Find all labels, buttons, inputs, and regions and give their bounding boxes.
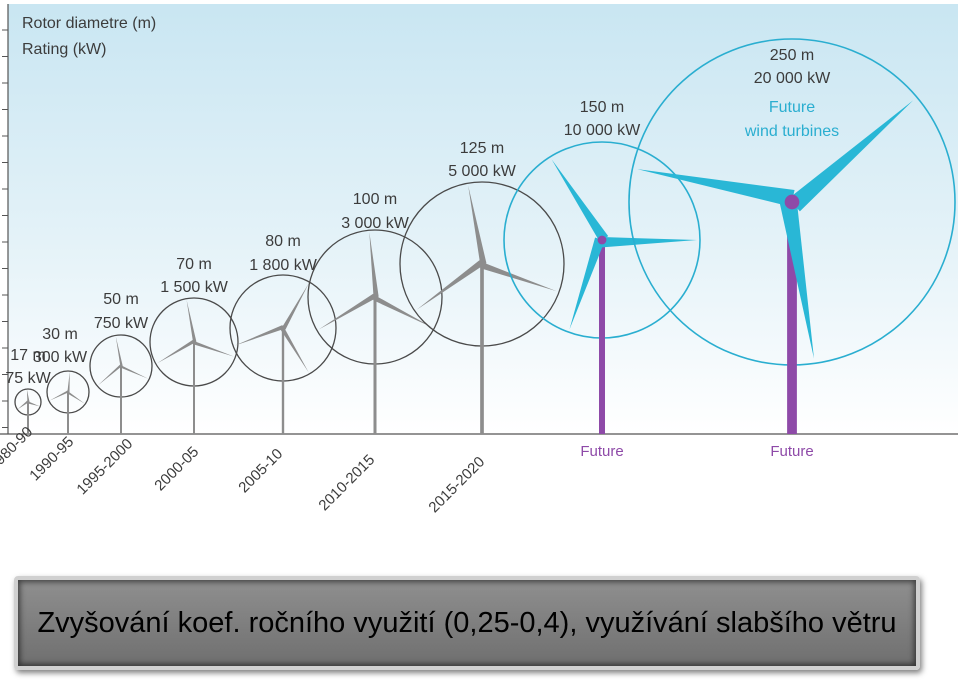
blade [373, 295, 433, 328]
blade [67, 371, 70, 393]
diameter-label: 80 m [265, 233, 301, 250]
blade [120, 365, 149, 379]
rating-label: 3 000 kW [341, 215, 409, 232]
era-label: 2010-2015 [315, 451, 378, 514]
caption-box: Zvyšování koef. ročního využití (0,25-0,… [14, 576, 920, 670]
header-line-2: Rating (kW) [22, 41, 106, 58]
era-label: Future [580, 443, 623, 460]
rating-label: 1 800 kW [249, 257, 317, 274]
hub [191, 339, 197, 345]
diameter-label: 17 m [10, 347, 46, 364]
rating-label: 20 000 kW [754, 70, 831, 87]
tower [67, 392, 69, 434]
diameter-label: 30 m [42, 326, 78, 343]
era-label: 1995-2000 [73, 435, 136, 498]
turbine-9: 250 m 20 000 kW Future [628, 38, 956, 460]
rating-label: 300 kW [33, 349, 88, 366]
blade [551, 159, 609, 242]
diameter-label: 50 m [103, 291, 139, 308]
blade [27, 401, 40, 407]
blade [416, 260, 484, 310]
hub [66, 390, 70, 394]
future-note-line-1: Future [769, 99, 815, 116]
blade [186, 299, 197, 343]
hub [784, 194, 800, 210]
blade [602, 237, 698, 248]
blade [17, 400, 29, 410]
blade [280, 327, 309, 373]
tower [373, 297, 377, 434]
diameter-label: 150 m [580, 99, 624, 116]
diameter-label: 125 m [460, 140, 504, 157]
vertical-axis-ticks [2, 29, 8, 428]
turbine-growth-diagram: Rotor diametre (m) Rating (kW) 17 m 75 kW… [0, 4, 958, 516]
diameter-label: 70 m [176, 256, 212, 273]
blade [26, 389, 30, 403]
rating-label: 5 000 kW [448, 163, 516, 180]
hub [119, 364, 123, 368]
era-label: 2005-10 [235, 445, 286, 496]
hub [597, 235, 607, 245]
rating-label: 10 000 kW [564, 122, 641, 139]
blade [157, 339, 195, 364]
blade [369, 232, 379, 298]
hub [26, 400, 30, 404]
diameter-label: 100 m [353, 191, 397, 208]
blade [234, 325, 284, 346]
blade [97, 364, 122, 386]
tower [120, 366, 122, 434]
blade [193, 341, 235, 357]
era-label: Future [770, 443, 813, 460]
future-note-line-2: wind turbines [744, 123, 839, 140]
rating-label: 750 kW [94, 315, 149, 332]
tower [787, 202, 797, 434]
tower [193, 342, 195, 434]
hub [477, 259, 487, 269]
blade [637, 169, 795, 207]
tower [480, 264, 484, 434]
blade [788, 100, 914, 212]
blade [115, 336, 123, 367]
hub [371, 293, 379, 301]
tower [27, 402, 29, 434]
diameter-label: 250 m [770, 47, 814, 64]
rating-label: 75 kW [5, 370, 51, 387]
hub [280, 325, 286, 331]
blade [318, 293, 376, 330]
header-line-1: Rotor diametre (m) [22, 15, 156, 32]
blade [480, 262, 557, 292]
era-label: 2000-05 [151, 443, 202, 494]
caption-text: Zvyšování koef. ročního využití (0,25-0,… [37, 607, 897, 639]
blade [569, 237, 605, 330]
era-label: 1990-95 [26, 433, 77, 484]
tower [599, 240, 605, 434]
turbine-8: 150 m 10 000 kW Future [503, 99, 701, 460]
blade [468, 185, 487, 265]
blade [779, 201, 815, 359]
blade [67, 391, 85, 404]
rating-label: 1 500 kW [160, 279, 228, 296]
tower [281, 328, 285, 434]
era-label: 2015-2020 [425, 453, 488, 516]
blade [49, 390, 69, 401]
blade [281, 283, 309, 330]
